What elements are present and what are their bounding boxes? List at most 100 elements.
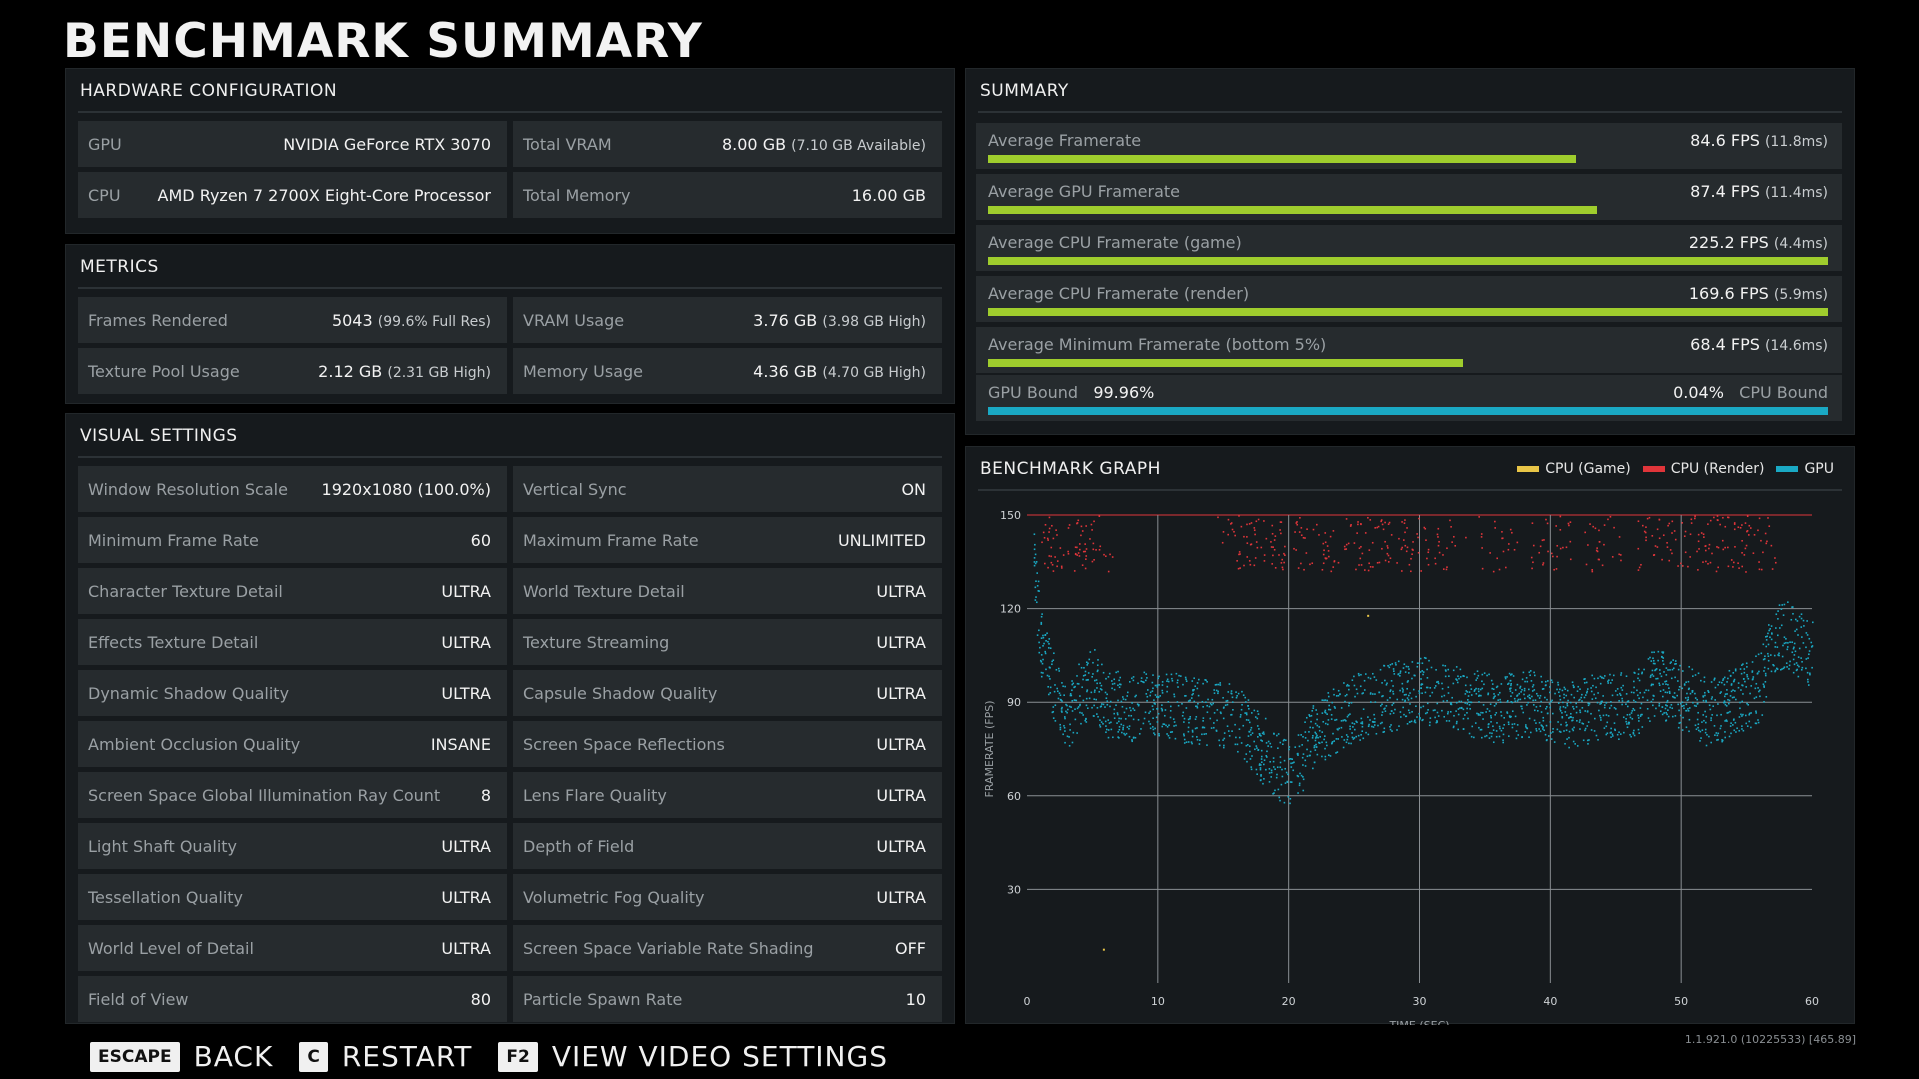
data-point-gpu bbox=[1085, 679, 1088, 681]
data-point-gpu bbox=[1531, 690, 1534, 692]
data-point-gpu bbox=[1579, 711, 1582, 714]
data-point-gpu bbox=[1088, 658, 1091, 661]
data-point-gpu bbox=[1785, 638, 1787, 640]
data-point-gpu bbox=[1258, 728, 1260, 730]
data-point-gpu bbox=[1768, 629, 1770, 632]
data-point-gpu bbox=[1721, 681, 1723, 684]
data-point-gpu bbox=[1575, 711, 1578, 714]
data-point-gpu bbox=[1112, 736, 1114, 739]
escape-key-icon[interactable]: ESCAPE bbox=[90, 1041, 180, 1072]
data-point-gpu bbox=[1699, 740, 1701, 742]
data-point-gpu bbox=[1641, 671, 1644, 674]
data-point-cpu-render bbox=[1270, 541, 1272, 543]
data-point-gpu bbox=[1747, 703, 1750, 706]
data-point-gpu bbox=[1616, 713, 1619, 716]
data-point-gpu bbox=[1059, 694, 1062, 697]
data-point-cpu-render bbox=[1294, 531, 1296, 533]
data-point-gpu bbox=[1152, 687, 1154, 690]
metrics-title: METRICS bbox=[80, 257, 159, 277]
data-point-cpu-render bbox=[1753, 534, 1756, 536]
data-point-gpu bbox=[1545, 707, 1547, 710]
data-point-gpu bbox=[1183, 721, 1185, 723]
data-point-gpu bbox=[1478, 701, 1480, 703]
data-point-cpu-render bbox=[1324, 541, 1327, 544]
data-point-cpu-render bbox=[1401, 521, 1403, 523]
data-point-gpu bbox=[1060, 708, 1063, 710]
data-point-gpu bbox=[1101, 703, 1103, 705]
data-point-gpu bbox=[1296, 774, 1299, 777]
data-point-gpu bbox=[1502, 733, 1505, 736]
data-point-cpu-render bbox=[1343, 545, 1346, 548]
data-point-gpu bbox=[1304, 765, 1307, 767]
data-point-cpu-render bbox=[1222, 531, 1225, 533]
setting-value: 10 bbox=[905, 989, 926, 1009]
data-point-gpu bbox=[1120, 717, 1122, 720]
data-point-gpu bbox=[1533, 709, 1536, 712]
data-point-gpu bbox=[1302, 735, 1304, 738]
data-point-gpu bbox=[1206, 711, 1209, 714]
data-point-gpu bbox=[1546, 705, 1548, 708]
data-point-cpu-render bbox=[1246, 523, 1248, 526]
data-point-gpu bbox=[1196, 738, 1199, 741]
data-point-cpu-render bbox=[1103, 553, 1105, 556]
data-point-cpu-render bbox=[1398, 537, 1400, 540]
data-point-gpu bbox=[1174, 737, 1177, 740]
data-point-gpu bbox=[1415, 705, 1417, 708]
data-point-gpu bbox=[1705, 699, 1707, 702]
data-point-gpu bbox=[1118, 717, 1120, 720]
data-point-gpu bbox=[1519, 687, 1521, 689]
data-point-gpu bbox=[1166, 678, 1169, 681]
data-point-gpu bbox=[1519, 685, 1522, 688]
f2-key-icon[interactable]: F2 bbox=[498, 1041, 538, 1072]
data-point-gpu bbox=[1208, 705, 1211, 708]
data-point-cpu-render bbox=[1689, 556, 1691, 558]
data-point-gpu bbox=[1655, 677, 1657, 680]
back-button[interactable]: BACK bbox=[193, 1040, 274, 1073]
data-point-gpu bbox=[1520, 691, 1522, 693]
data-point-gpu bbox=[1452, 726, 1455, 729]
data-point-gpu bbox=[1701, 721, 1703, 723]
data-point-gpu bbox=[1407, 665, 1410, 668]
data-point-gpu bbox=[1152, 674, 1154, 676]
data-point-gpu bbox=[1418, 718, 1421, 721]
data-point-gpu bbox=[1453, 714, 1455, 717]
data-point-gpu bbox=[1625, 675, 1628, 678]
data-point-gpu bbox=[1177, 686, 1179, 688]
data-point-gpu bbox=[1071, 741, 1074, 744]
data-point-gpu bbox=[1406, 697, 1409, 699]
data-point-gpu bbox=[1334, 719, 1336, 721]
data-point-gpu bbox=[1511, 726, 1514, 729]
data-point-gpu bbox=[1049, 692, 1052, 694]
data-point-gpu bbox=[1728, 699, 1731, 702]
data-point-gpu bbox=[1763, 670, 1765, 672]
data-point-gpu bbox=[1087, 662, 1089, 665]
data-point-gpu bbox=[1767, 655, 1770, 657]
data-point-gpu bbox=[1584, 710, 1587, 712]
data-point-gpu bbox=[1266, 750, 1268, 753]
data-point-gpu bbox=[1667, 683, 1669, 686]
data-point-gpu bbox=[1465, 690, 1468, 692]
restart-button[interactable]: RESTART bbox=[341, 1040, 473, 1073]
data-point-gpu bbox=[1418, 690, 1420, 692]
data-point-gpu bbox=[1066, 704, 1068, 707]
data-point-gpu bbox=[1288, 748, 1290, 751]
data-point-gpu bbox=[1173, 695, 1176, 698]
data-point-cpu-render bbox=[1651, 535, 1654, 537]
data-point-gpu bbox=[1323, 738, 1325, 741]
data-point-cpu-render bbox=[1680, 562, 1682, 565]
version-text: 1.1.921.0 (10225533) [465.89] bbox=[1684, 1033, 1856, 1046]
view-video-settings-button[interactable]: VIEW VIDEO SETTINGS bbox=[551, 1040, 888, 1073]
data-point-gpu bbox=[1709, 708, 1712, 711]
data-point-cpu-render bbox=[1074, 552, 1077, 555]
data-point-cpu-render bbox=[1713, 516, 1715, 519]
data-point-gpu bbox=[1740, 713, 1742, 716]
data-point-gpu bbox=[1134, 736, 1137, 739]
data-point-cpu-render bbox=[1505, 566, 1507, 569]
c-key-icon[interactable]: C bbox=[299, 1041, 328, 1072]
data-point-cpu-render bbox=[1089, 538, 1091, 540]
data-point-gpu bbox=[1742, 713, 1744, 716]
data-point-gpu bbox=[1324, 711, 1326, 713]
data-point-gpu bbox=[1415, 695, 1417, 698]
data-point-gpu bbox=[1419, 717, 1421, 720]
data-point-gpu bbox=[1070, 694, 1073, 697]
